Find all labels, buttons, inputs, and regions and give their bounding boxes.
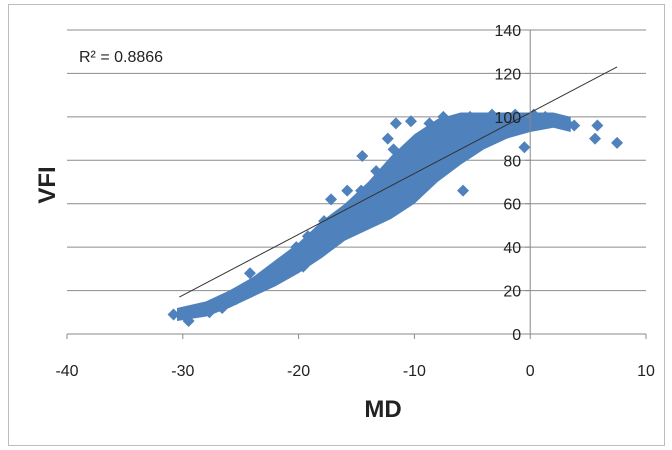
data-point — [408, 165, 421, 178]
data-point — [167, 308, 180, 321]
y-tick-label: 100 — [494, 110, 521, 127]
data-point — [331, 223, 344, 236]
data-point — [348, 208, 361, 221]
data-point — [394, 154, 407, 167]
y-axis-title: VFI — [34, 166, 61, 203]
data-point — [518, 141, 531, 154]
x-tick-label: 0 — [526, 363, 535, 380]
data-point — [263, 269, 276, 282]
trendline — [179, 66, 618, 298]
y-tick-label: 40 — [503, 240, 521, 257]
data-point — [355, 184, 368, 197]
data-point — [243, 267, 256, 280]
data-point — [359, 215, 372, 228]
trendline-group — [179, 66, 618, 298]
y-tick-label: 20 — [503, 284, 521, 301]
data-point — [437, 110, 450, 123]
x-tick-label: -10 — [403, 363, 426, 380]
data-point — [589, 132, 602, 145]
x-tick-label: -30 — [171, 363, 194, 380]
data-point — [182, 314, 195, 327]
data-point — [423, 117, 436, 130]
data-point — [216, 301, 229, 314]
data-point — [591, 119, 604, 132]
data-point — [341, 184, 354, 197]
data-point — [404, 115, 417, 128]
data-point — [457, 184, 470, 197]
y-tick-label: 0 — [512, 327, 521, 344]
data-point — [389, 117, 402, 130]
x-tick-label: -40 — [55, 363, 78, 380]
data-point — [381, 132, 394, 145]
data-point — [242, 286, 255, 299]
data-point — [271, 262, 284, 275]
x-tick-label: 10 — [637, 363, 655, 380]
data-point — [414, 132, 427, 145]
data-point — [290, 241, 303, 254]
data-points — [167, 108, 624, 327]
x-tick-labels: -40 -30 -20 -10 0 10 — [55, 363, 655, 380]
data-point — [252, 280, 265, 293]
y-tick-label: 60 — [503, 197, 521, 214]
data-point — [297, 260, 310, 273]
data-point — [539, 110, 552, 123]
data-point — [203, 306, 216, 319]
data-point — [230, 293, 243, 306]
data-point — [370, 165, 383, 178]
data-point — [485, 108, 498, 121]
data-point — [373, 193, 386, 206]
data-point — [474, 117, 487, 130]
data-point — [463, 110, 476, 123]
y-tick-labels: 0 20 40 60 80 100 120 140 — [494, 23, 521, 344]
scatter-chart: -40 -30 -20 -10 0 10 0 20 40 60 80 100 120 140 R² = … — [34, 23, 655, 423]
chart-frame: -40 -30 -20 -10 0 10 0 20 40 60 80 100 120 140 R² = … — [8, 4, 665, 446]
data-point — [428, 143, 441, 156]
data-point — [325, 193, 338, 206]
r-squared-annotation: R² = 0.8866 — [79, 49, 163, 66]
data-point — [313, 236, 326, 249]
y-tick-label: 140 — [494, 23, 521, 40]
y-tick-label: 80 — [503, 153, 521, 170]
data-point — [356, 149, 369, 162]
data-point — [568, 119, 581, 132]
data-point — [445, 123, 458, 136]
gridlines — [67, 29, 646, 292]
x-tick-label: -20 — [287, 363, 310, 380]
y-tick-label: 120 — [494, 66, 521, 83]
data-point — [509, 108, 522, 121]
data-point — [451, 136, 464, 149]
data-point — [387, 143, 400, 156]
axes — [66, 29, 647, 339]
data-point — [611, 136, 624, 149]
data-point — [301, 230, 314, 243]
data-point — [549, 113, 562, 126]
x-axis-title: MD — [364, 396, 401, 423]
